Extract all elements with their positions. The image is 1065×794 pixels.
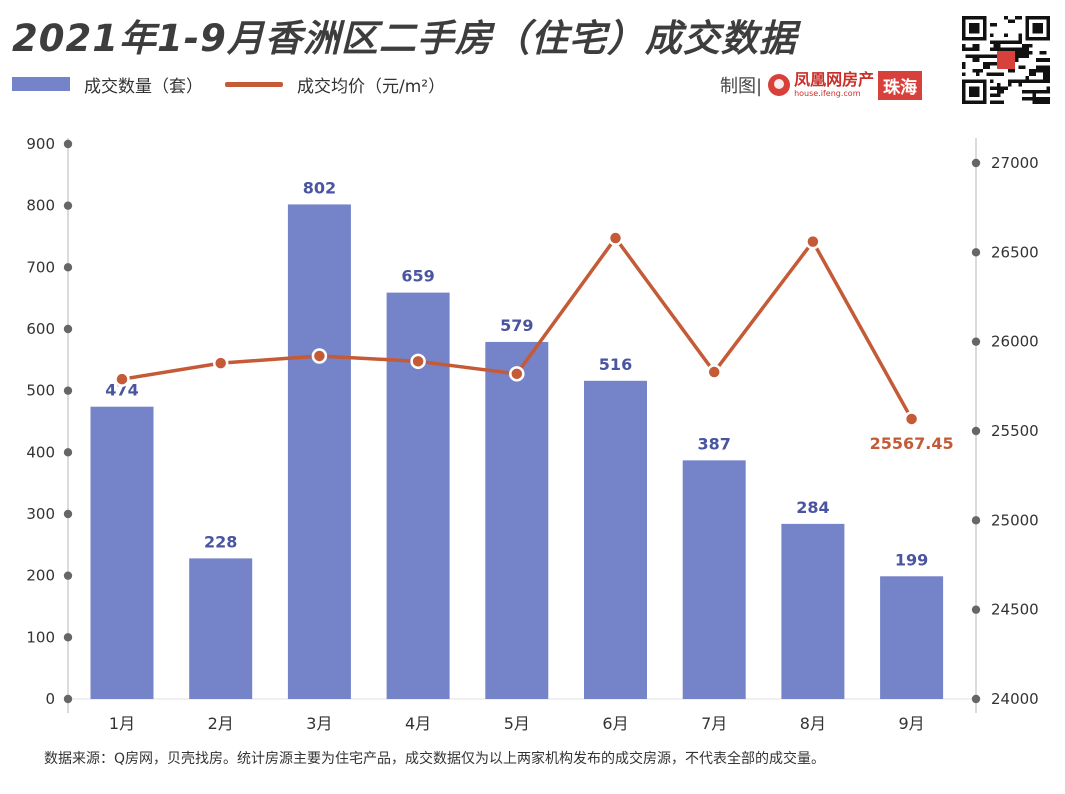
bar-value-label: 802: [303, 178, 336, 197]
price-last-label: 25567.45: [870, 434, 954, 453]
bar-value-label: 284: [796, 498, 829, 517]
y-right-tick-dot: [971, 605, 981, 614]
y-right-tick-label: 25500: [991, 422, 1039, 440]
price-point-6: [607, 230, 624, 246]
legend-swatch-line: [225, 81, 283, 87]
y-right-tick-dot: [971, 516, 981, 525]
bar-value-label: 228: [204, 532, 237, 551]
y-left-tick-label: 0: [45, 690, 55, 708]
legend-item-price: 成交均价（元/m²）: [225, 72, 445, 97]
maker-label: 制图|: [720, 76, 763, 97]
bar-1: [90, 406, 154, 699]
bar-value-label: 474: [105, 381, 138, 400]
price-point-5: [509, 366, 525, 382]
x-tick-label: 3月: [306, 714, 332, 733]
bar-7: [682, 460, 746, 699]
logo-text-cn: 凤凰网房产: [794, 70, 875, 89]
y-left-tick-label: 300: [26, 505, 55, 523]
bar-value-label: 199: [895, 550, 928, 569]
price-point-3: [311, 348, 328, 364]
y-left-tick-dot: [63, 139, 73, 149]
y-left-tick-label: 500: [26, 382, 55, 400]
legend-item-volume: 成交数量（套）: [12, 72, 203, 97]
x-tick-label: 2月: [208, 714, 234, 733]
y-left-tick-dot: [63, 571, 73, 580]
bar-value-label: 659: [401, 267, 434, 286]
y-left-tick-label: 900: [26, 135, 55, 153]
price-point-7: [706, 364, 722, 380]
ifeng-logo: 凤凰网房产 house.ifeng.com 珠海: [768, 70, 923, 100]
y-right-tick-dot: [971, 426, 981, 436]
y-left-tick-dot: [63, 694, 73, 704]
bar-8: [781, 523, 845, 699]
chart-credit: 制图| 凤凰网房产 house.ifeng.com 珠海: [720, 70, 923, 100]
y-right-tick-label: 24500: [991, 601, 1039, 619]
bar-value-label: 387: [697, 434, 730, 453]
y-right-tick-dot: [971, 248, 981, 257]
bar-value-label: 516: [599, 355, 632, 374]
y-right-tick-dot: [971, 694, 981, 704]
y-right-tick-dot: [971, 337, 981, 346]
page-title: 2021年1-9月香洲区二手房（住宅）成交数据: [12, 17, 797, 60]
y-left-tick-dot: [63, 201, 73, 210]
y-left-tick-dot: [63, 448, 73, 457]
bar-value-label: 579: [500, 316, 533, 335]
price-point-1: [114, 371, 130, 387]
bar-2: [189, 558, 253, 699]
x-tick-label: 4月: [405, 714, 431, 733]
x-tick-label: 5月: [504, 714, 530, 733]
logo-city-badge: 珠海: [878, 70, 923, 100]
y-left-tick-dot: [63, 386, 73, 395]
price-point-9: [903, 411, 920, 427]
chart-legend: 成交数量（套） 成交均价（元/m²）: [12, 70, 467, 98]
y-right-tick-label: 26500: [991, 243, 1039, 261]
bar-6: [584, 380, 647, 699]
price-point-4: [410, 353, 426, 370]
y-left-tick-dot: [63, 324, 73, 334]
data-source-note: 数据来源：Q房网，贝壳找房。统计房源主要为住宅产品，成交数据仅为以上两家机构发布…: [44, 751, 826, 767]
y-right-tick-label: 25000: [991, 511, 1039, 529]
y-left-tick-label: 400: [26, 443, 55, 461]
legend-label-volume: 成交数量（套）: [84, 76, 203, 97]
price-point-2: [212, 355, 229, 371]
x-tick-label: 1月: [109, 714, 135, 733]
phoenix-logo-icon: [768, 74, 791, 96]
x-tick-label: 7月: [701, 714, 727, 733]
bar-9: [880, 576, 944, 699]
y-left-tick-label: 200: [26, 567, 55, 585]
bar-3: [287, 204, 351, 699]
bar-5: [485, 341, 549, 699]
x-tick-label: 8月: [800, 714, 826, 733]
y-left-tick-dot: [63, 633, 73, 642]
qr-code-icon: [962, 16, 1050, 104]
y-left-tick-dot: [63, 509, 73, 519]
price-point-8: [805, 233, 821, 250]
legend-swatch-bar: [12, 77, 70, 91]
y-right-tick-label: 26000: [991, 333, 1039, 351]
y-left-tick-label: 800: [26, 197, 55, 215]
y-left-tick-label: 600: [26, 320, 55, 338]
y-right-tick-label: 27000: [991, 154, 1039, 172]
x-tick-label: 9月: [899, 714, 925, 733]
legend-label-price: 成交均价（元/m²）: [297, 76, 446, 97]
logo-text-en: house.ifeng.com: [794, 89, 861, 98]
x-tick-label: 6月: [602, 714, 628, 733]
y-left-tick-label: 700: [26, 258, 55, 276]
y-left-tick-dot: [63, 263, 73, 272]
y-right-tick-dot: [971, 158, 981, 168]
y-left-tick-label: 100: [26, 628, 55, 646]
y-right-tick-label: 24000: [991, 690, 1039, 708]
